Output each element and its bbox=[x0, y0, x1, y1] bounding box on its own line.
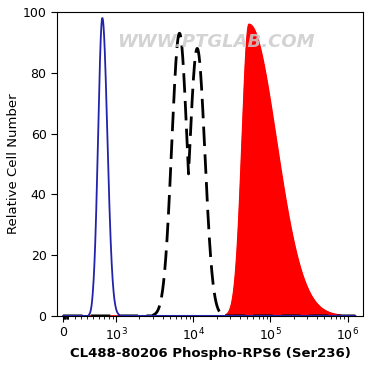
Y-axis label: Relative Cell Number: Relative Cell Number bbox=[7, 94, 20, 234]
X-axis label: CL488-80206 Phospho-RPS6 (Ser236): CL488-80206 Phospho-RPS6 (Ser236) bbox=[70, 347, 350, 360]
Text: WWW.PTGLAB.COM: WWW.PTGLAB.COM bbox=[117, 33, 315, 51]
